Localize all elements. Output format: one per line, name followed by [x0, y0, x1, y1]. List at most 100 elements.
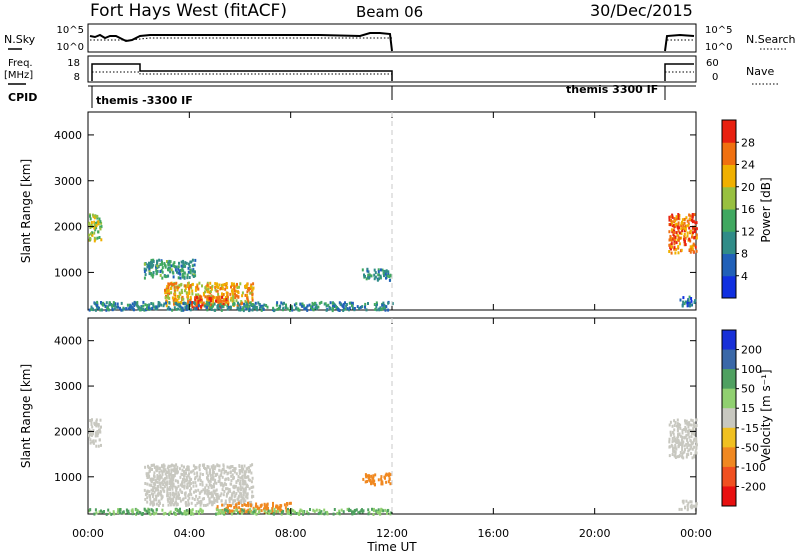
power-cell — [346, 307, 349, 311]
velocity-cell — [377, 511, 379, 514]
power-cell — [691, 213, 694, 216]
velocity-cell — [188, 472, 190, 476]
power-cell — [683, 234, 686, 238]
velocity-cell — [255, 502, 258, 506]
power-cell — [378, 308, 381, 312]
velocity-cell — [198, 475, 201, 479]
power-cell — [164, 296, 167, 300]
power-cell — [324, 302, 327, 306]
power-cell — [95, 302, 98, 306]
power-cell — [160, 303, 163, 307]
velocity-cell — [183, 486, 186, 490]
power-cell — [180, 308, 183, 312]
power-cell — [294, 307, 297, 311]
velocity-cell — [679, 423, 682, 427]
velocity-cell — [216, 497, 219, 501]
power-cell — [311, 304, 314, 308]
y-tick-label: 1000 — [54, 471, 82, 484]
velocity-cell — [180, 464, 183, 468]
power-cell — [312, 303, 315, 307]
velocity-cell — [145, 472, 148, 476]
power-cell — [114, 303, 117, 307]
power-cell — [238, 285, 240, 289]
velocity-colorbar-tick-label: -100 — [741, 461, 766, 474]
velocity-cell — [190, 501, 193, 505]
velocity-cell — [384, 473, 387, 477]
velocity-cell — [217, 509, 220, 513]
velocity-cell — [241, 508, 244, 512]
power-cell — [670, 222, 673, 226]
velocity-cell — [690, 452, 693, 455]
velocity-cell — [188, 496, 191, 500]
velocity-cell — [686, 446, 689, 449]
power-cell — [686, 219, 689, 223]
power-cell — [157, 265, 160, 269]
power-cell — [110, 303, 113, 306]
power-cell — [177, 294, 179, 298]
power-cell — [373, 277, 376, 281]
velocity-cell — [224, 487, 227, 491]
power-cell — [170, 287, 172, 291]
velocity-cell — [157, 504, 160, 507]
velocity-cell — [380, 475, 383, 479]
power-cell — [682, 300, 685, 304]
power-cell — [90, 307, 93, 311]
power-colorbar-swatch — [722, 231, 736, 254]
velocity-cell — [385, 480, 388, 484]
velocity-cell — [155, 498, 158, 502]
velocity-cell — [234, 499, 237, 503]
power-cell — [675, 247, 678, 251]
velocity-cell — [218, 477, 221, 481]
power-cell — [229, 305, 232, 309]
power-cell — [310, 307, 312, 311]
velocity-cell — [167, 470, 170, 474]
velocity-cell — [182, 497, 185, 501]
velocity-cell — [251, 503, 254, 507]
power-cell — [230, 285, 232, 289]
power-cell — [150, 273, 153, 277]
velocity-cell — [195, 494, 198, 498]
velocity-cell — [164, 511, 167, 515]
velocity-cell — [167, 487, 170, 491]
velocity-cell — [247, 475, 250, 479]
velocity-cell — [163, 464, 166, 468]
velocity-cell — [193, 498, 196, 501]
power-cell — [203, 293, 205, 297]
velocity-cell — [371, 480, 374, 484]
velocity-cell — [167, 468, 170, 472]
velocity-cell — [333, 508, 336, 511]
velocity-cell — [126, 510, 129, 514]
power-cell — [694, 299, 697, 302]
power-cell — [168, 262, 171, 266]
power-cell — [177, 285, 180, 289]
velocity-cell — [170, 464, 173, 468]
velocity-cell — [232, 469, 235, 472]
velocity-cell — [92, 439, 95, 443]
velocity-cell — [204, 504, 207, 507]
power-cell — [176, 298, 179, 302]
power-cell — [331, 305, 334, 308]
power-cell — [137, 307, 140, 311]
velocity-cell — [228, 509, 231, 513]
velocity-cell — [166, 471, 169, 474]
velocity-cell — [144, 482, 147, 485]
power-cell — [219, 303, 222, 307]
velocity-cell — [677, 434, 679, 438]
velocity-cell — [678, 441, 681, 445]
velocity-cell — [152, 486, 155, 489]
velocity-cell — [688, 423, 691, 427]
velocity-cell — [198, 463, 201, 467]
velocity-cell — [231, 502, 234, 506]
velocity-cell — [216, 505, 219, 509]
velocity-cell — [171, 481, 174, 485]
power-cell — [195, 307, 198, 311]
power-cell — [225, 282, 228, 286]
power-cell — [191, 292, 194, 296]
power-cell — [187, 294, 189, 298]
power-cell — [178, 269, 181, 273]
velocity-cell — [177, 496, 180, 500]
velocity-cell — [162, 483, 165, 486]
velocity-colorbar-title: Velocity [m s⁻¹] — [759, 369, 773, 462]
velocity-cell — [674, 440, 677, 444]
velocity-cell — [95, 444, 98, 448]
